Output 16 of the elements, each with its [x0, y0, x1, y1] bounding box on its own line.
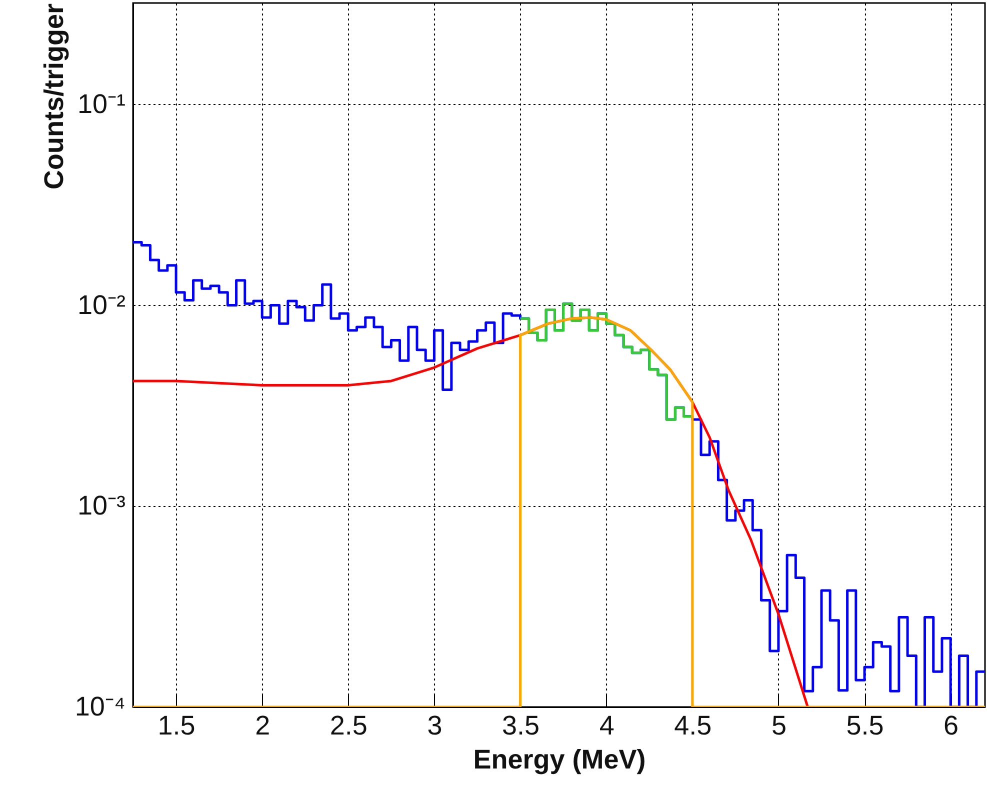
y-tick-label: 10⁻¹	[77, 88, 126, 119]
x-tick-label: 6	[944, 710, 959, 740]
y-axis-title: Counts/trigger	[38, 3, 69, 190]
y-tick-label: 10⁻²	[77, 290, 126, 320]
x-tick-label: 5	[771, 710, 786, 740]
x-tick-label: 3.5	[502, 710, 540, 740]
x-tick-label: 1.5	[158, 710, 196, 740]
x-tick-label: 4.5	[674, 710, 712, 740]
x-tick-label: 3	[427, 710, 442, 740]
y-tick-label: 10⁻³	[77, 490, 126, 521]
x-tick-label: 2	[255, 710, 270, 740]
x-tick-label: 5.5	[846, 710, 884, 740]
y-tick-label: 10⁻⁴	[74, 692, 126, 722]
x-tick-label: 2.5	[330, 710, 368, 740]
x-axis-title: Energy (MeV)	[473, 744, 646, 774]
x-tick-label: 4	[599, 710, 614, 740]
